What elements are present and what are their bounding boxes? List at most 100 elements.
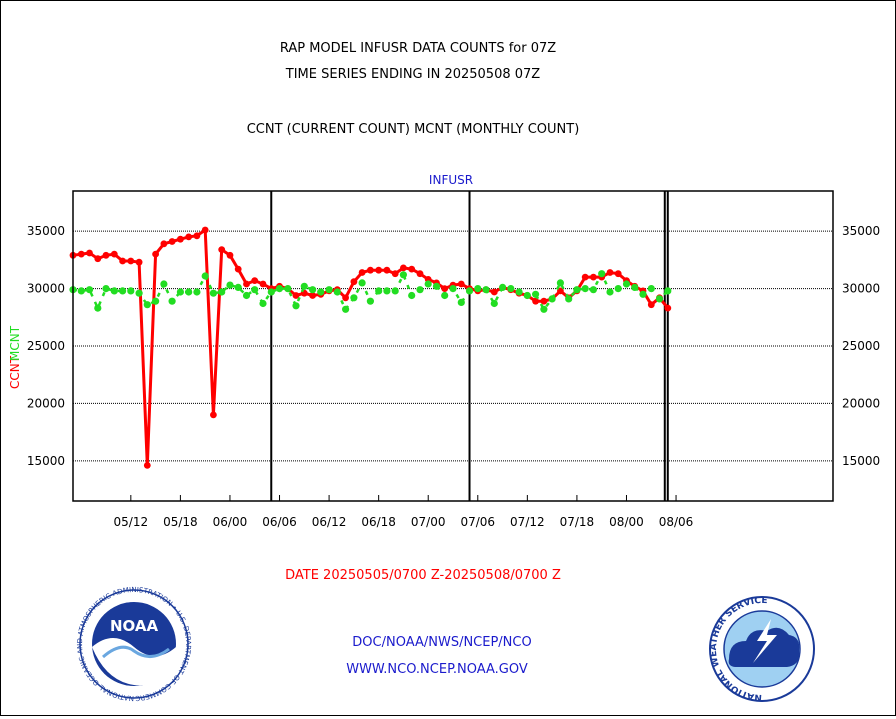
data-point-mcnt — [325, 286, 333, 294]
data-point-ccnt — [457, 280, 465, 288]
x-tick-label: 06/18 — [361, 515, 396, 529]
data-point-mcnt — [201, 272, 209, 280]
data-point-ccnt — [177, 235, 184, 243]
data-point-mcnt — [375, 287, 383, 295]
y-tick-label-right: 20000 — [842, 396, 880, 410]
data-point-ccnt — [152, 250, 160, 258]
data-point-mcnt — [176, 288, 184, 296]
data-point-ccnt — [110, 250, 118, 258]
data-point-ccnt — [185, 233, 193, 241]
footer-link-website[interactable]: WWW.NCO.NCEP.NOAA.GOV — [346, 662, 528, 677]
data-point-ccnt — [350, 278, 358, 286]
x-tick-label: 05/12 — [114, 515, 149, 529]
data-point-mcnt — [540, 305, 548, 313]
data-point-ccnt — [119, 257, 126, 265]
data-point-mcnt — [135, 289, 143, 297]
data-point-mcnt — [408, 291, 416, 300]
x-tick-label: 08/00 — [609, 515, 644, 529]
data-point-ccnt — [557, 287, 564, 295]
data-point-mcnt — [284, 285, 292, 293]
data-point-ccnt — [259, 280, 267, 288]
axis-layer: 15000 15000 20000 20000 25000 25000 30000 30000… — [27, 224, 880, 529]
series-line-ccnt — [72, 228, 669, 467]
x-tick-label: 05/18 — [163, 515, 198, 529]
data-point-mcnt — [358, 279, 366, 287]
data-point-ccnt — [168, 238, 176, 245]
date-range-label: DATE 20250505/0700 Z-20250508/0700 Z — [285, 568, 561, 583]
data-point-mcnt — [606, 288, 614, 296]
nws-logo[interactable]: NATIONAL WEATHER SERVICE — [709, 596, 815, 702]
data-point-mcnt — [366, 297, 374, 305]
data-point-mcnt — [309, 286, 317, 294]
data-point-mcnt — [589, 286, 598, 294]
data-point-mcnt — [556, 279, 565, 287]
data-point-mcnt — [127, 287, 135, 295]
data-point-ccnt — [292, 292, 300, 299]
header-line-3: CCNT (CURRENT COUNT) MCNT (MONTHLY COUNT… — [247, 122, 580, 137]
y-tick-label-right: 25000 — [842, 339, 880, 353]
data-point-ccnt — [342, 294, 349, 302]
data-point-ccnt — [160, 240, 168, 248]
data-point-ccnt — [367, 266, 374, 274]
data-point-mcnt — [598, 270, 606, 278]
footer-link-doc[interactable]: DOC/NOAA/NWS/NCEP/NCO — [352, 635, 531, 650]
data-point-ccnt — [143, 462, 151, 469]
data-point-mcnt — [655, 295, 664, 303]
data-point-mcnt — [209, 289, 217, 297]
data-point-ccnt — [581, 273, 589, 281]
plot-frame — [72, 190, 834, 502]
series-layer — [69, 226, 672, 469]
y-tick-label-left: 20000 — [27, 396, 65, 410]
data-point-ccnt — [201, 226, 209, 234]
x-tick-label: 07/18 — [560, 515, 595, 529]
x-tick-label: 07/06 — [460, 515, 495, 529]
data-point-mcnt — [499, 283, 507, 291]
data-point-ccnt — [532, 297, 539, 305]
data-point-ccnt — [490, 288, 498, 296]
data-point-ccnt — [614, 270, 622, 278]
data-point-ccnt — [218, 246, 226, 254]
data-point-mcnt — [152, 297, 160, 305]
data-point-ccnt — [234, 265, 242, 273]
data-point-ccnt — [391, 270, 399, 278]
data-point-mcnt — [581, 285, 589, 293]
header-line-2: TIME SERIES ENDING IN 20250508 07Z — [285, 67, 541, 82]
data-point-mcnt — [143, 301, 151, 309]
data-point-mcnt — [193, 288, 201, 296]
data-point-mcnt — [416, 286, 424, 294]
data-point-mcnt — [664, 287, 672, 295]
data-point-ccnt — [127, 257, 135, 265]
data-point-mcnt — [226, 281, 234, 289]
data-point-mcnt — [614, 285, 622, 293]
y-tick-label-left: 25000 — [27, 339, 65, 353]
data-point-mcnt — [102, 285, 110, 293]
data-point-mcnt — [515, 288, 523, 296]
data-point-mcnt — [242, 291, 251, 300]
data-point-ccnt — [400, 264, 407, 272]
chart-title: INFUSR — [429, 173, 473, 187]
data-point-ccnt — [416, 270, 424, 278]
x-tick-label: 07/00 — [411, 515, 446, 529]
data-point-mcnt — [275, 285, 284, 293]
data-point-mcnt — [383, 287, 391, 295]
data-point-mcnt — [218, 288, 226, 296]
data-point-ccnt — [86, 249, 93, 257]
data-point-mcnt — [432, 282, 441, 290]
data-point-mcnt — [647, 285, 655, 293]
data-point-mcnt — [573, 286, 581, 294]
y-tick-label-left: 35000 — [27, 224, 65, 238]
data-point-ccnt — [309, 292, 316, 299]
y-tick-label-left: 30000 — [27, 282, 65, 296]
data-point-mcnt — [490, 299, 498, 308]
data-point-ccnt — [226, 251, 234, 259]
x-tick-label: 06/00 — [213, 515, 248, 529]
data-point-ccnt — [408, 265, 416, 273]
data-point-mcnt — [119, 287, 127, 295]
data-point-mcnt — [399, 271, 407, 279]
x-tick-label: 06/06 — [262, 515, 297, 529]
data-point-ccnt — [135, 258, 143, 266]
data-point-mcnt — [424, 280, 432, 288]
data-point-mcnt — [300, 282, 308, 290]
